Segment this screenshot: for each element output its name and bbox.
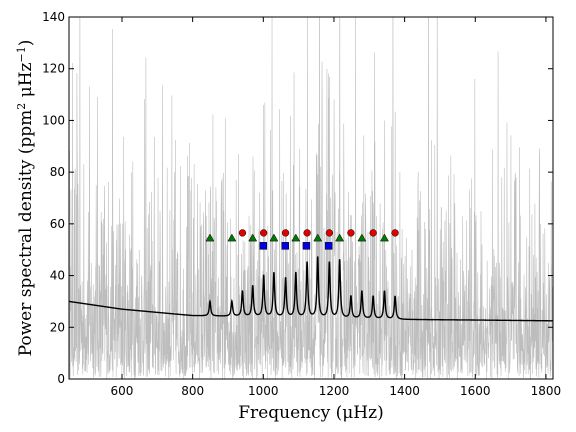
- y-tick-label: 80: [50, 165, 65, 179]
- circle-marker: [369, 229, 377, 237]
- y-tick-label: 0: [57, 372, 65, 386]
- triangle-marker: [248, 233, 258, 242]
- triangle-marker: [357, 233, 367, 242]
- y-tick-label: 60: [50, 217, 65, 231]
- y-tick-label: 100: [42, 113, 65, 127]
- x-tick-label: 1000: [248, 384, 279, 398]
- x-tick-label: 1600: [460, 384, 491, 398]
- circle-marker: [260, 229, 268, 237]
- square-marker: [302, 242, 311, 250]
- circle-marker: [325, 229, 334, 237]
- model-fit: [69, 256, 553, 322]
- triangle-marker: [291, 233, 301, 242]
- triangle-marker: [335, 233, 345, 242]
- square-marker: [281, 242, 289, 250]
- triangle-marker: [227, 233, 237, 242]
- x-tick-label: 1800: [531, 384, 562, 398]
- triangle-marker: [313, 233, 323, 242]
- x-axis-title: Frequency (μHz): [238, 403, 383, 423]
- plot-frame: [68, 16, 554, 380]
- triangle-marker: [205, 233, 215, 242]
- y-axis-title: Power spectral density (ppm2 μHz−1): [15, 40, 36, 357]
- circle-marker: [391, 229, 399, 237]
- y-tick-label: 40: [50, 269, 65, 283]
- triangle-marker: [380, 233, 389, 242]
- circle-marker: [347, 229, 355, 237]
- circle-marker: [303, 229, 311, 237]
- y-tick-label: 140: [42, 10, 65, 24]
- circle-marker: [238, 229, 247, 237]
- square-marker: [259, 242, 268, 250]
- noise-spectrum: [69, 17, 553, 379]
- y-tick-label: 120: [42, 62, 65, 76]
- axis-ticks: 600 800 1000 1200 1400 1600 1800 0 20 40 60 80 100 12…: [42, 10, 561, 398]
- x-tick-label: 800: [181, 384, 204, 398]
- circle-marker: [281, 229, 290, 237]
- x-tick-label: 600: [111, 384, 134, 398]
- square-marker: [324, 242, 333, 250]
- x-tick-label: 1200: [319, 384, 350, 398]
- noise-line: [69, 17, 553, 379]
- model-line: [69, 256, 553, 322]
- x-tick-label: 1400: [389, 384, 420, 398]
- triangle-marker: [269, 233, 279, 242]
- y-tick-label: 20: [50, 320, 65, 334]
- mode-markers: [205, 229, 399, 250]
